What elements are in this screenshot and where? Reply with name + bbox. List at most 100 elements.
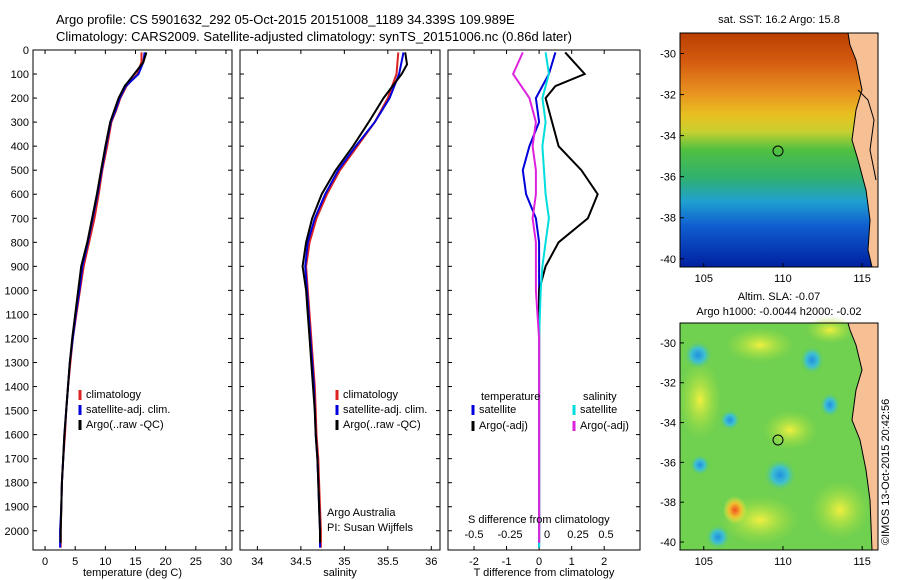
panel-frame bbox=[447, 49, 641, 551]
x-tick-label: 15 bbox=[129, 556, 141, 568]
top-tick-label: 0.5 bbox=[598, 529, 613, 541]
legend-title-temperature: temperature bbox=[481, 391, 540, 403]
x-tick-label: 30 bbox=[220, 556, 232, 568]
map-y-tick-label: -30 bbox=[660, 338, 676, 350]
legend-label: Argo(-adj) bbox=[580, 420, 629, 432]
sla-map-title-line2: Argo h1000: -0.0044 h2000: -0.02 bbox=[696, 306, 862, 318]
legend-title-salinity: salinity bbox=[583, 391, 617, 403]
map-y-tick-label: -32 bbox=[660, 90, 676, 102]
map-x-tick-label: 115 bbox=[853, 273, 871, 285]
y-tick-label: 900 bbox=[11, 261, 29, 273]
x-tick-label: 35.5 bbox=[377, 556, 398, 568]
x-axis-label: salinity bbox=[323, 567, 357, 579]
panel-annotation: Argo Australia bbox=[327, 507, 396, 519]
y-tick-label: 300 bbox=[11, 117, 29, 129]
y-tick-label: 1000 bbox=[5, 285, 29, 297]
series-line-3 bbox=[59, 52, 148, 543]
map-y-tick-label: -32 bbox=[660, 378, 676, 390]
y-tick-label: 1300 bbox=[5, 358, 29, 370]
sla-map-axes: 105 110 115 -30 -32 -34 -36 -38 -40 bbox=[660, 338, 871, 568]
profile-panel-2: 34 34.5 35 35.5 36 salinity climatology satelli… bbox=[239, 49, 441, 579]
legend-label: satellite-adj. clim. bbox=[343, 404, 427, 416]
x-tick-label: 0 bbox=[536, 556, 542, 568]
x-tick-label: 2 bbox=[601, 556, 607, 568]
x-tick-label: 0 bbox=[42, 556, 48, 568]
legend-label: Argo(..raw -QC) bbox=[343, 419, 421, 431]
y-tick-label: 600 bbox=[11, 189, 29, 201]
x-tick-label: 10 bbox=[99, 556, 111, 568]
map-x-tick-label: 105 bbox=[695, 273, 713, 285]
legend-label: satellite-adj. clim. bbox=[86, 404, 170, 416]
profile-panel-1: 0100200300400500600700800900100011001200… bbox=[5, 45, 233, 579]
top-axis-label: S difference from climatology bbox=[468, 514, 610, 526]
map-y-tick-label: -36 bbox=[660, 172, 676, 184]
map-y-tick-label: -40 bbox=[660, 537, 676, 549]
map-y-tick-label: -30 bbox=[660, 49, 676, 61]
sst-argo-location-marker bbox=[772, 145, 784, 157]
map-y-tick-label: -38 bbox=[660, 213, 676, 225]
y-tick-label: 1800 bbox=[5, 478, 29, 490]
sla-map-title-line1: Altim. SLA: -0.07 bbox=[737, 291, 821, 303]
sst-map bbox=[679, 32, 879, 268]
map-x-tick-label: 115 bbox=[853, 556, 871, 568]
map-x-tick-label: 110 bbox=[774, 556, 792, 568]
sst-map-axes: 105 110 115 -30 -32 -34 -36 -38 -40 bbox=[660, 49, 871, 285]
top-tick-label: -0.5 bbox=[465, 529, 484, 541]
series-line-4 bbox=[511, 51, 541, 543]
y-tick-label: 1600 bbox=[5, 430, 29, 442]
map-y-tick-label: -40 bbox=[660, 254, 676, 266]
x-tick-label: 36 bbox=[425, 556, 437, 568]
y-tick-label: 2000 bbox=[5, 526, 29, 538]
x-tick-label: 25 bbox=[190, 556, 202, 568]
legend-label: satellite bbox=[479, 404, 516, 416]
sla-map bbox=[678, 316, 879, 551]
legend-label: Argo(..raw -QC) bbox=[86, 419, 164, 431]
y-tick-label: 700 bbox=[11, 213, 29, 225]
x-tick-label: -2 bbox=[469, 556, 479, 568]
profile-panel-3: -2 -1 0 1 2T difference from climatology temp… bbox=[447, 49, 641, 579]
sla-argo-location-marker bbox=[772, 434, 784, 446]
sst-map-title: sat. SST: 16.2 Argo: 15.8 bbox=[718, 14, 840, 26]
x-axis-label: T difference from climatology bbox=[474, 567, 615, 579]
legend-label: Argo(-adj) bbox=[479, 420, 528, 432]
y-tick-label: 1700 bbox=[5, 454, 29, 466]
y-tick-label: 100 bbox=[11, 69, 29, 81]
figure-title-line1: Argo profile: CS 5901632_292 05-Oct-2015… bbox=[56, 12, 515, 27]
x-tick-label: 5 bbox=[72, 556, 78, 568]
x-tick-label: -1 bbox=[502, 556, 512, 568]
y-tick-label: 1500 bbox=[5, 406, 29, 418]
x-tick-label: 35 bbox=[338, 556, 350, 568]
x-tick-label: 1 bbox=[569, 556, 575, 568]
map-y-tick-label: -34 bbox=[660, 131, 676, 143]
x-tick-label: 34.5 bbox=[290, 556, 311, 568]
y-tick-label: 1200 bbox=[5, 333, 29, 345]
top-tick-label: 0 bbox=[544, 529, 550, 541]
map-x-tick-label: 110 bbox=[774, 273, 792, 285]
panel-frame bbox=[239, 49, 441, 551]
y-tick-label: 1100 bbox=[5, 309, 29, 321]
x-axis-label: temperature (deg C) bbox=[83, 567, 182, 579]
x-tick-label: 20 bbox=[160, 556, 172, 568]
top-tick-label: -0.25 bbox=[497, 529, 522, 541]
credit-text: ©IMOS 13-Oct-2015 20:42:56 bbox=[880, 398, 892, 545]
x-tick-label: 34 bbox=[251, 556, 263, 568]
panel-frame bbox=[32, 49, 233, 551]
map-y-tick-label: -36 bbox=[660, 457, 676, 469]
map-y-tick-label: -38 bbox=[660, 497, 676, 509]
figure-title-line2: Climatology: CARS2009. Satellite-adjuste… bbox=[56, 29, 572, 44]
series-line-3 bbox=[301, 52, 409, 543]
top-tick-label: 0.25 bbox=[567, 529, 588, 541]
legend-label: climatology bbox=[343, 389, 399, 401]
y-tick-label: 400 bbox=[11, 141, 29, 153]
y-tick-label: 800 bbox=[11, 237, 29, 249]
y-tick-label: 500 bbox=[11, 165, 29, 177]
legend-label: satellite bbox=[580, 404, 617, 416]
y-tick-label: 1900 bbox=[5, 502, 29, 514]
legend-label: climatology bbox=[86, 389, 142, 401]
y-tick-label: 1400 bbox=[5, 382, 29, 394]
panel-annotation: PI: Susan Wijffels bbox=[327, 522, 413, 534]
map-y-tick-label: -34 bbox=[660, 418, 676, 430]
y-tick-label: 0 bbox=[23, 45, 29, 57]
